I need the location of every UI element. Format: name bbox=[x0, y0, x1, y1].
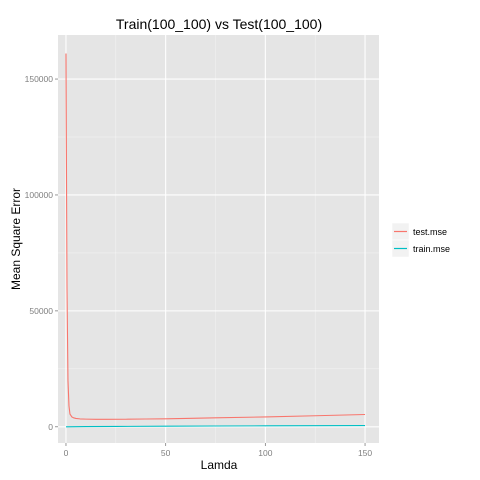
y-tick-label: 100000 bbox=[25, 190, 54, 200]
series-lines bbox=[65, 53, 366, 428]
x-axis-label: Lamda bbox=[201, 458, 238, 472]
y-axis-label: Mean Square Error bbox=[9, 188, 23, 290]
x-axis-ticks: 0 50 100 150 bbox=[64, 443, 372, 458]
y-tick-label: 0 bbox=[48, 422, 53, 432]
legend-label: test.mse bbox=[413, 227, 447, 237]
legend-label: train.mse bbox=[413, 244, 450, 254]
x-tick-label: 0 bbox=[64, 448, 69, 458]
y-axis-ticks: 0 50000 100000 150000 bbox=[25, 74, 58, 432]
series-line-train-mse bbox=[65, 425, 366, 428]
y-tick-label: 150000 bbox=[25, 74, 54, 84]
plot-panel bbox=[58, 35, 379, 443]
series-line-test-mse bbox=[65, 53, 366, 420]
x-tick-label: 100 bbox=[258, 448, 272, 458]
chart-title: Train(100_100) vs Test(100_100) bbox=[116, 16, 322, 32]
grid-lines bbox=[58, 35, 379, 443]
x-tick-label: 50 bbox=[161, 448, 171, 458]
legend: test.mse train.mse bbox=[391, 222, 450, 258]
x-tick-label: 150 bbox=[358, 448, 372, 458]
y-tick-label: 50000 bbox=[29, 306, 53, 316]
